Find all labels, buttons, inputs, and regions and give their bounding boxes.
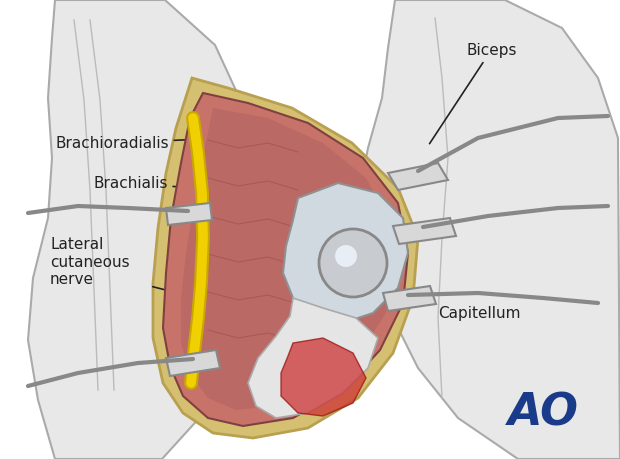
Polygon shape	[163, 93, 408, 426]
Circle shape	[319, 229, 387, 297]
Polygon shape	[281, 338, 366, 416]
Text: Brachioradialis: Brachioradialis	[55, 135, 225, 151]
Text: Brachialis: Brachialis	[93, 175, 252, 193]
Circle shape	[335, 245, 357, 267]
Polygon shape	[248, 298, 378, 418]
Text: Capitellum: Capitellum	[376, 293, 521, 320]
Polygon shape	[166, 203, 212, 225]
Polygon shape	[283, 183, 408, 323]
Polygon shape	[393, 218, 456, 244]
Polygon shape	[153, 78, 418, 438]
Text: Biceps: Biceps	[430, 43, 516, 144]
Polygon shape	[383, 286, 436, 311]
Polygon shape	[388, 163, 448, 190]
Polygon shape	[181, 108, 396, 410]
Text: Lateral
cutaneous
nerve: Lateral cutaneous nerve	[50, 237, 130, 287]
Polygon shape	[358, 0, 620, 459]
Polygon shape	[166, 350, 220, 376]
Polygon shape	[28, 0, 262, 459]
Text: AO: AO	[508, 392, 578, 435]
